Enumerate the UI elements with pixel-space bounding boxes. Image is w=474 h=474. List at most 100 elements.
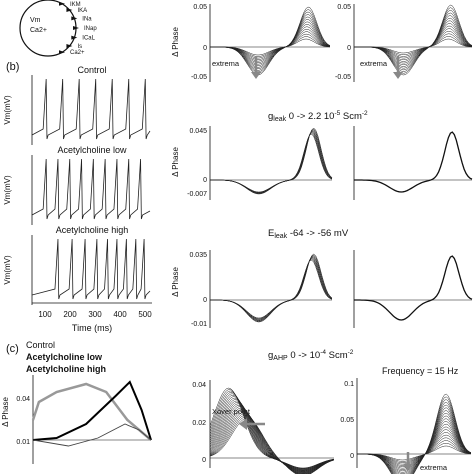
x-tick-400: 400 (113, 310, 127, 319)
prc-curve-gleak-left (210, 131, 333, 194)
prc-curve-gleak-left (210, 130, 333, 194)
channel-label: IKA (77, 8, 87, 14)
channel-label: Is (77, 44, 82, 50)
prc-curve-eleak-left (210, 253, 333, 323)
ytick-c-1: 0.01 (16, 439, 30, 446)
prc-curve-gahp-middle (209, 412, 335, 474)
prc-curve-top-right (354, 33, 473, 57)
prc-curve-gahp-middle (209, 404, 335, 473)
prc-curve-gleak-left (210, 133, 333, 193)
prc-curve-control (32, 423, 152, 447)
voltage-trace (31, 78, 151, 140)
prc-curve-gahp-right (357, 423, 472, 472)
prc-curve-eleak-left (210, 258, 333, 319)
time-axis-label: Time (ms) (72, 323, 112, 333)
prc-curve-top-right (354, 28, 473, 61)
prc-curve-gahp-middle (209, 400, 335, 472)
prc-curve-gleak-left (210, 129, 333, 194)
channel-arrow (59, 50, 65, 55)
trace-ylabel: Vm(mV) (3, 175, 12, 205)
trace-ylabel: Vm(mV) (3, 255, 12, 285)
prc-curve-top-right (354, 30, 473, 59)
prc-curve-gahp-middle (209, 417, 335, 474)
ytick-top-r1: 0 (347, 45, 351, 52)
extrema-label-c: extrema (420, 463, 448, 472)
ca-label: Ca2+ (30, 27, 47, 34)
prc-curve-gahp-right (357, 445, 472, 461)
prc-curve-gleak-right (354, 131, 473, 193)
ytick-top-0: 0.05 (193, 4, 207, 11)
prc-curve-gahp-right (357, 443, 472, 462)
phase-axis-label-gleak: Δ Phase (171, 147, 180, 177)
phase-axis-label-c: Δ Phase (1, 397, 10, 427)
prc-curve-gleak-left (210, 128, 333, 194)
channel-label: IKM (70, 2, 81, 8)
prc-curve-gleak-left (210, 131, 333, 193)
prc-curve-gleak-left (210, 127, 333, 195)
gleak-title: gleak 0 -> 2.2 10-5 Scm-2 (268, 110, 368, 123)
legend-ach-low: Acetylcholine low (26, 352, 103, 362)
voltage-trace (31, 158, 151, 220)
extrema-label-right: extrema (360, 59, 388, 68)
prc-curve-gahp-right (357, 434, 472, 466)
prc-curve-gahp-middle (209, 403, 335, 473)
ytick-eleak-0: 0.035 (189, 252, 207, 259)
channel-arrow (71, 16, 78, 21)
channel-label: INa (82, 16, 92, 22)
prc-curve-eleak-left (210, 257, 333, 320)
ytick-top-1: 0 (203, 45, 207, 52)
prc-curve-gahp-middle (209, 407, 335, 474)
eleak-title: Eleak -64 -> -56 mV (268, 228, 349, 240)
voltage-trace (31, 238, 151, 300)
prc-curve-eleak-left (210, 257, 333, 320)
ytick-mid-1: 0.02 (192, 420, 206, 427)
phase-axis-label-eleak: Δ Phase (171, 267, 180, 297)
ytick-mid-0: 0.04 (192, 382, 206, 389)
ytick-eleak-2: -0.01 (191, 321, 207, 328)
channel-arrow (59, 1, 65, 6)
prc-curve-eleak-right (354, 255, 473, 321)
channel-arrow (73, 26, 79, 30)
prc-curve-eleak-left (210, 259, 333, 319)
panel-c-label: (c) (6, 343, 19, 355)
channel-arrow (66, 8, 73, 13)
prc-curve-gahp-right (357, 440, 472, 463)
prc-curve-top-right (354, 38, 473, 54)
trace-title: Acetylcholine high (56, 225, 129, 235)
trace-ylabel: Vm(mV) (3, 95, 12, 125)
gahp-title: gAHP 0 -> 10-4 Scm-2 (268, 349, 354, 362)
ytick-gleak-2: -0.007 (187, 191, 207, 198)
arrow-head (251, 72, 261, 79)
x-tick-300: 300 (88, 310, 102, 319)
xover-arrow-head (239, 418, 247, 430)
ytick-c-0: 0.04 (16, 396, 30, 403)
prc-curve-gahp-right (357, 418, 472, 474)
trace-title: Control (77, 65, 106, 75)
ytick-right-0: 0.1 (344, 381, 354, 388)
channel-arrow (66, 43, 73, 48)
xover-label: Xover point (212, 407, 251, 416)
extrema-label-left: extrema (212, 59, 240, 68)
prc-curve-top-right (354, 4, 473, 76)
prc-curve-gleak-left (210, 132, 333, 193)
arrow-head (393, 72, 403, 79)
voltage-traces: Control Vm(mV) Acetylcholine low Vm(mV) Acet… (3, 65, 151, 305)
x-tick-100: 100 (38, 310, 52, 319)
prc-curve-top-left (210, 6, 331, 76)
channel-arrow (71, 35, 78, 40)
ytick-gleak-1: 0 (203, 177, 207, 184)
arrow-head (403, 464, 413, 471)
prc-curve-gahp-middle (209, 410, 335, 474)
channel-label: ICaL (82, 36, 95, 42)
prc-curve-gahp-right (357, 393, 472, 474)
ytick-top-2: -0.05 (191, 74, 207, 81)
prc-curve-gahp-middle (209, 396, 335, 471)
ytick-eleak-1: 0 (203, 297, 207, 304)
ytick-right-1: 0.05 (340, 417, 354, 424)
prc-curve-gahp-middle (209, 409, 335, 474)
prc-curve-gahp-right (357, 437, 472, 465)
panel-b-x-axis: 100 200 300 400 500 Time (ms) (32, 302, 152, 333)
